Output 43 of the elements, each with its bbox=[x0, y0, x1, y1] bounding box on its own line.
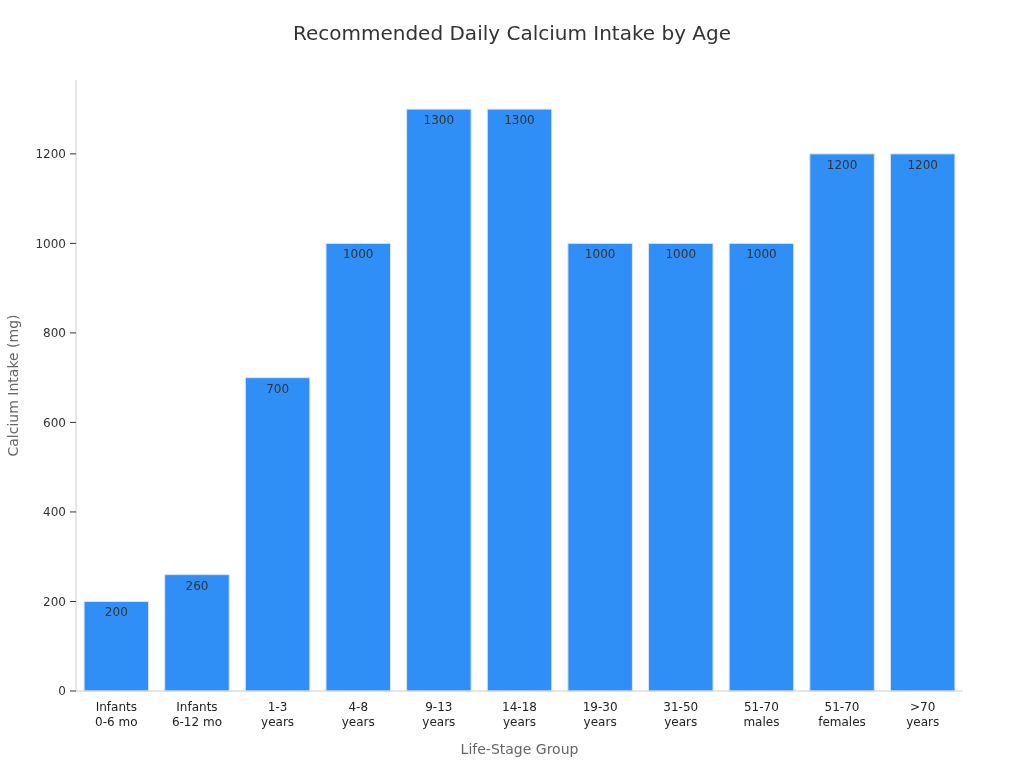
bar bbox=[567, 242, 633, 692]
data-label: 1000 bbox=[746, 247, 777, 262]
x-axis-title: Life-Stage Group bbox=[460, 741, 579, 757]
y-tick-label: 800 bbox=[43, 326, 66, 341]
x-tick-label: 31-50 years bbox=[663, 700, 699, 729]
x-tick-label: 19-30 years bbox=[582, 700, 618, 729]
x-tick-label: 14-18 years bbox=[502, 700, 537, 729]
data-label: 1200 bbox=[826, 157, 858, 172]
data-label: 1200 bbox=[907, 157, 938, 172]
bar bbox=[83, 600, 150, 692]
data-label: 1000 bbox=[342, 247, 374, 262]
x-tick-label: Infants 6-12 mo bbox=[171, 700, 222, 729]
data-label: 200 bbox=[104, 605, 128, 620]
data-label: 260 bbox=[185, 578, 209, 593]
y-tick-label: 1200 bbox=[35, 147, 66, 162]
data-label: 1300 bbox=[504, 113, 535, 128]
data-label: 700 bbox=[266, 381, 290, 396]
x-tick-label: 51-70 males bbox=[743, 700, 780, 729]
x-tick-label: 4-8 years bbox=[341, 700, 375, 729]
chart-title: Recommended Daily Calcium Intake by Age bbox=[292, 21, 732, 45]
x-tick-label: Infants 0-6 mo bbox=[95, 700, 138, 729]
bar bbox=[244, 377, 311, 692]
x-tick-label: 9-13 years bbox=[422, 700, 456, 729]
y-tick-label: 600 bbox=[43, 415, 66, 430]
x-tick-label: 51-70 females bbox=[818, 700, 866, 729]
bar bbox=[164, 574, 230, 692]
bar bbox=[809, 153, 875, 692]
bar bbox=[648, 242, 714, 692]
y-tick-label: 200 bbox=[43, 594, 66, 609]
x-tick-label: >70 years bbox=[906, 700, 940, 729]
data-label: 1300 bbox=[423, 113, 455, 128]
bar bbox=[889, 153, 956, 692]
y-tick-label: 400 bbox=[43, 505, 66, 520]
data-label: 1000 bbox=[665, 247, 697, 262]
bar bbox=[406, 108, 472, 692]
data-label: 1000 bbox=[584, 247, 616, 262]
y-tick-label: 1000 bbox=[35, 236, 66, 251]
x-tick-label: 1-3 years bbox=[261, 700, 295, 729]
bar bbox=[486, 108, 553, 692]
y-tick-label: 0 bbox=[58, 684, 66, 699]
bar bbox=[325, 242, 391, 692]
y-axis-title: Calcium Intake (mg) bbox=[5, 314, 21, 457]
bar bbox=[728, 242, 795, 692]
